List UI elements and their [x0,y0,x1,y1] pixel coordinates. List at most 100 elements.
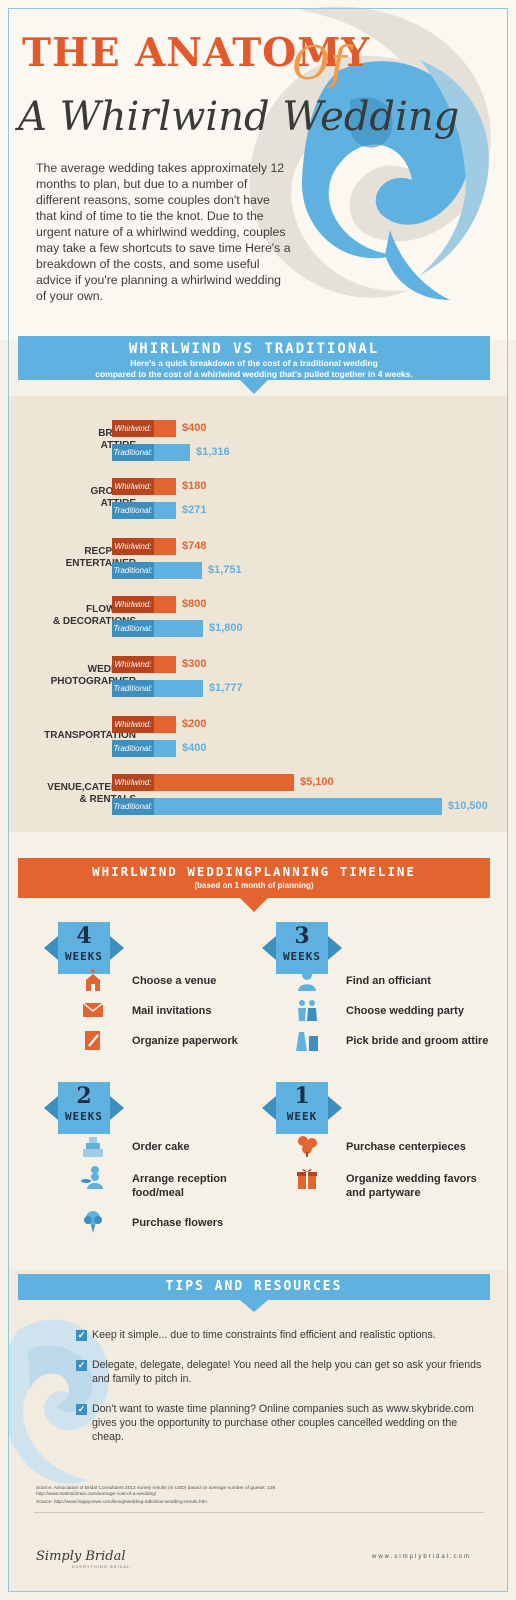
traditional-value-1: $271 [182,504,207,516]
whirlwind-swirl-graphic [249,6,491,300]
timeline-subtitle: (based on 1 month of planning) [194,881,314,890]
whirlwind-bar-3 [154,596,176,613]
tip-1-check-icon: ✓ [76,1330,87,1341]
officiant-icon [294,968,320,992]
whirlwind-value-4: $300 [182,658,207,670]
week-unit: WEEK [286,1110,318,1123]
gift-icon [294,1166,320,1190]
whirlwind-bar-4 [154,656,176,673]
whirlwind-value-0: $400 [182,422,207,434]
envelope-icon [80,998,106,1022]
week-ribbon-right-3 [328,1096,342,1120]
logo-subtitle: EVERYTHING BRIDAL [72,1564,131,1569]
tips-header: TIPS AND RESOURCES [18,1274,490,1300]
category-label-5: TRANSPORTATION [44,730,136,741]
church-icon [80,968,106,992]
tip-2: Delegate, delegate, delegate! You need a… [92,1359,482,1385]
week-badge-1: 3 WEEKS [276,922,328,974]
timeline-task: Order cake [132,1141,190,1153]
whirlwind-value-3: $800 [182,598,207,610]
tips-area [8,1270,508,1592]
whirlwind-tag-0: Whirlwind: [112,420,154,437]
whirlwind-value-2: $748 [182,540,207,552]
week-ribbon-right-2 [110,1096,124,1120]
week-ribbon-right-0 [110,936,124,960]
traditional-bar-3 [154,620,203,637]
whirlwind-value-1: $180 [182,480,207,492]
title-line-1: THE ANATOMY [22,30,371,76]
tips-header-tip [240,1300,268,1312]
timeline-task: Pick bride and groom attire [346,1035,489,1047]
whirlwind-bar-1 [154,478,176,495]
traditional-bar-5 [154,740,176,757]
traditional-bar-0 [154,444,190,461]
pencil-paper-icon [80,1028,106,1052]
footer-divider [34,1512,484,1513]
whirlwind-tag-6: Whirlwind: [112,774,154,791]
traditional-value-3: $1,800 [209,622,243,634]
comparison-subtitle-2: compared to the cost of a whirlwind wedd… [95,369,413,379]
timeline-task: Purchase centerpieces [346,1141,466,1153]
timeline-task: Mail invitations [132,1005,212,1017]
whirlwind-tag-3: Whirlwind: [112,596,154,613]
timeline-task: Arrange reception food/meal [132,1173,227,1199]
comparison-subtitle-1: Here's a quick breakdown of the cost of … [130,358,378,368]
week-ribbon-left-0 [44,936,58,960]
title-line-2: A Whirlwind Wedding [18,94,460,140]
week-ribbon-left-1 [262,936,276,960]
week-number: 1 [294,1083,310,1109]
couple-icon [294,998,320,1022]
traditional-value-2: $1,751 [208,564,242,576]
week-ribbon-left-3 [262,1096,276,1120]
tip-3: Don't want to waste time planning? Onlin… [92,1403,474,1443]
source-1: Source: Association of Bridal Consultant… [36,1486,276,1491]
traditional-tag-3: Traditional: [112,620,154,637]
whirlwind-bar-5 [154,716,176,733]
timeline-task: Choose wedding party [346,1005,464,1017]
timeline-header: WHIRLWIND WEDDINGPLANNING TIMELINE (base… [18,858,490,898]
flowers-icon [294,1134,320,1158]
category-label-3: FLOWERS & DECORATIONS [52,604,136,627]
whirlwind-value-6: $5,100 [300,776,334,788]
timeline-task: Organize paperwork [132,1035,238,1047]
week-unit: WEEKS [64,950,104,963]
source-2[interactable]: Source: http://www.happyvows.com/living/… [36,1500,207,1505]
traditional-tag-4: Traditional: [112,680,154,697]
tip-1: Keep it simple... due to time constraint… [92,1329,436,1341]
traditional-value-4: $1,777 [209,682,243,694]
week-unit: WEEKS [282,950,322,963]
comparison-title: WHIRLWIND VS TRADITIONAL [128,341,380,357]
whirlwind-tag-2: Whirlwind: [112,538,154,555]
traditional-tag-1: Traditional: [112,502,154,519]
whirlwind-bar-2 [154,538,176,555]
timeline-header-tip [240,898,268,912]
category-label-2: RECPTION ENTERTAINER [65,546,136,569]
traditional-bar-6 [154,798,442,815]
traditional-bar-4 [154,680,203,697]
week-ribbon-right-1 [328,936,342,960]
timeline-task: Organize wedding favors and partyware [346,1173,477,1199]
cost-chart-area [8,396,508,832]
week-unit: WEEKS [64,1110,104,1123]
tips-title: TIPS AND RESOURCES [165,1279,343,1294]
whirlwind-tag-1: Whirlwind: [112,478,154,495]
timeline-task: Purchase flowers [132,1217,224,1229]
whirlwind-bar-0 [154,420,176,437]
tip-2-check-icon: ✓ [76,1360,87,1371]
traditional-bar-2 [154,562,202,579]
chef-icon [80,1166,106,1190]
week-number: 4 [76,923,92,949]
traditional-value-5: $400 [182,742,207,754]
week-number: 3 [294,923,310,949]
comparison-header: WHIRLWIND VS TRADITIONAL Here's a quick … [18,336,490,380]
traditional-tag-5: Traditional: [112,740,154,757]
cake-icon [80,1134,106,1158]
traditional-value-6: $10,500 [448,800,488,812]
simply-bridal-logo: Simply Bridal [36,1549,126,1564]
timeline-task: Choose a venue [132,975,217,987]
website-link[interactable]: www.simplybridal.com [372,1554,472,1560]
traditional-tag-0: Traditional: [112,444,154,461]
tips-swirl-graphic [8,1319,110,1484]
source-1-url[interactable]: http://www.statisticbrain.com/average-co… [36,1492,157,1497]
